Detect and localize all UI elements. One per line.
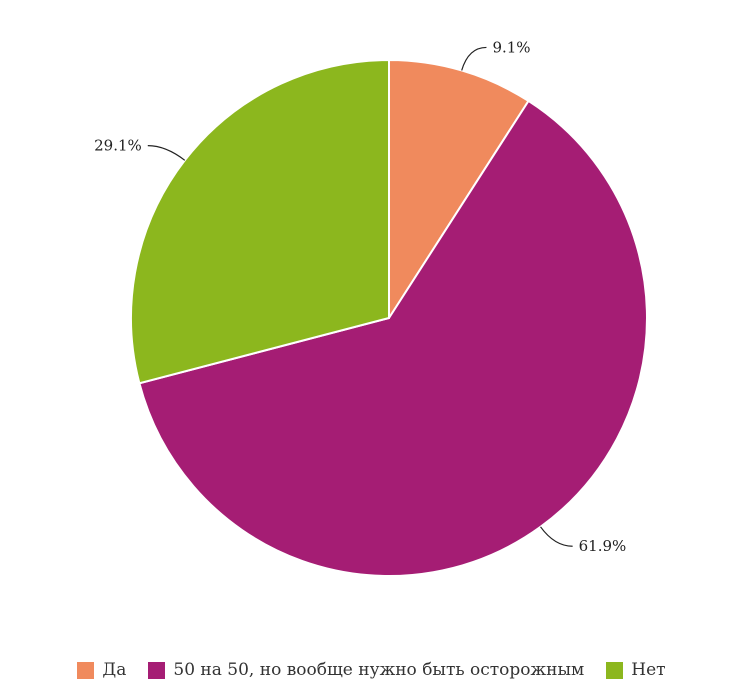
legend-item-da[interactable]: Да <box>77 660 126 680</box>
legend-label-da: Да <box>102 660 127 680</box>
slice-da[interactable] <box>388 58 530 322</box>
label-da: 9.1% <box>492 38 530 56</box>
label-net: 29.1% <box>94 137 142 155</box>
legend-label-50-50: 50 на 50, но вообще нужно быть осторожны… <box>173 660 585 680</box>
legend: Да 50 на 50, но вообще нужно быть осторо… <box>0 656 743 684</box>
slice-50-50[interactable] <box>138 99 648 577</box>
legend-label-net: Нет <box>631 660 666 680</box>
leader-net <box>147 145 186 161</box>
leader-da <box>461 46 487 71</box>
legend-swatch-50-50 <box>148 661 166 679</box>
legend-item-50-50[interactable]: 50 на 50, но вообще нужно быть осторожны… <box>148 660 584 680</box>
legend-item-net[interactable]: Нет <box>606 660 666 680</box>
label-50-50: 61.9% <box>579 537 627 555</box>
pie-slices <box>130 58 648 577</box>
legend-swatch-net <box>606 661 624 679</box>
leader-50-50 <box>540 526 573 547</box>
pie-labels: 9.1% 61.9% 29.1% <box>94 38 626 555</box>
legend-swatch-da <box>77 661 95 679</box>
slice-net[interactable] <box>130 58 390 385</box>
